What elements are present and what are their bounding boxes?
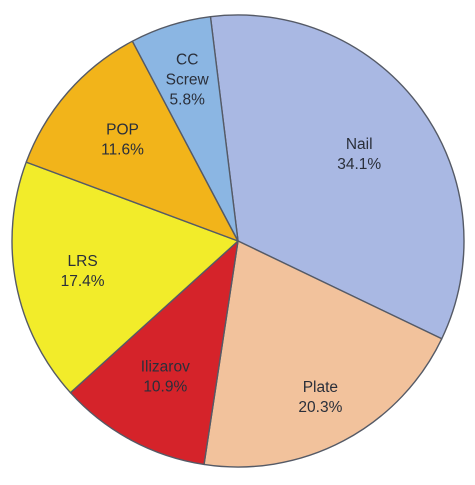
slice-label-nail: Nail 34.1% — [337, 136, 381, 173]
slice-percent-label: 20.3% — [298, 399, 342, 416]
slice-label-plate: Plate 20.3% — [298, 379, 342, 416]
pie-slice-pop — [25, 40, 239, 242]
slice-percent-label: 10.9% — [143, 378, 187, 395]
pie-slice-ilizarov — [69, 240, 239, 466]
slice-category-label: Nail — [346, 136, 373, 153]
slice-category-label: POP — [106, 122, 139, 139]
slice-label-lrs: LRS 17.4% — [61, 253, 105, 290]
slice-percent-label: 5.8% — [170, 91, 206, 108]
pie-slice-lrs — [11, 161, 239, 394]
slice-label-cc-screw: CC Screw 5.8% — [166, 51, 210, 108]
slice-percent-label: 11.6% — [101, 142, 144, 159]
slice-category-label: Plate — [303, 379, 338, 396]
slice-label-pop: POP 11.6% — [101, 122, 144, 159]
slice-category-label: LRS — [68, 253, 98, 270]
pie-slice-plate — [203, 240, 443, 468]
slice-percent-label: 17.4% — [61, 273, 105, 290]
slice-category-label: Ilizarov — [141, 358, 190, 375]
pie-slice-cc-screw — [131, 15, 239, 242]
slice-category-label: Screw — [166, 71, 210, 88]
slice-percent-label: 34.1% — [337, 156, 381, 173]
slice-category-label: CC — [176, 51, 198, 68]
slice-label-ilizarov: Ilizarov 10.9% — [141, 358, 190, 395]
